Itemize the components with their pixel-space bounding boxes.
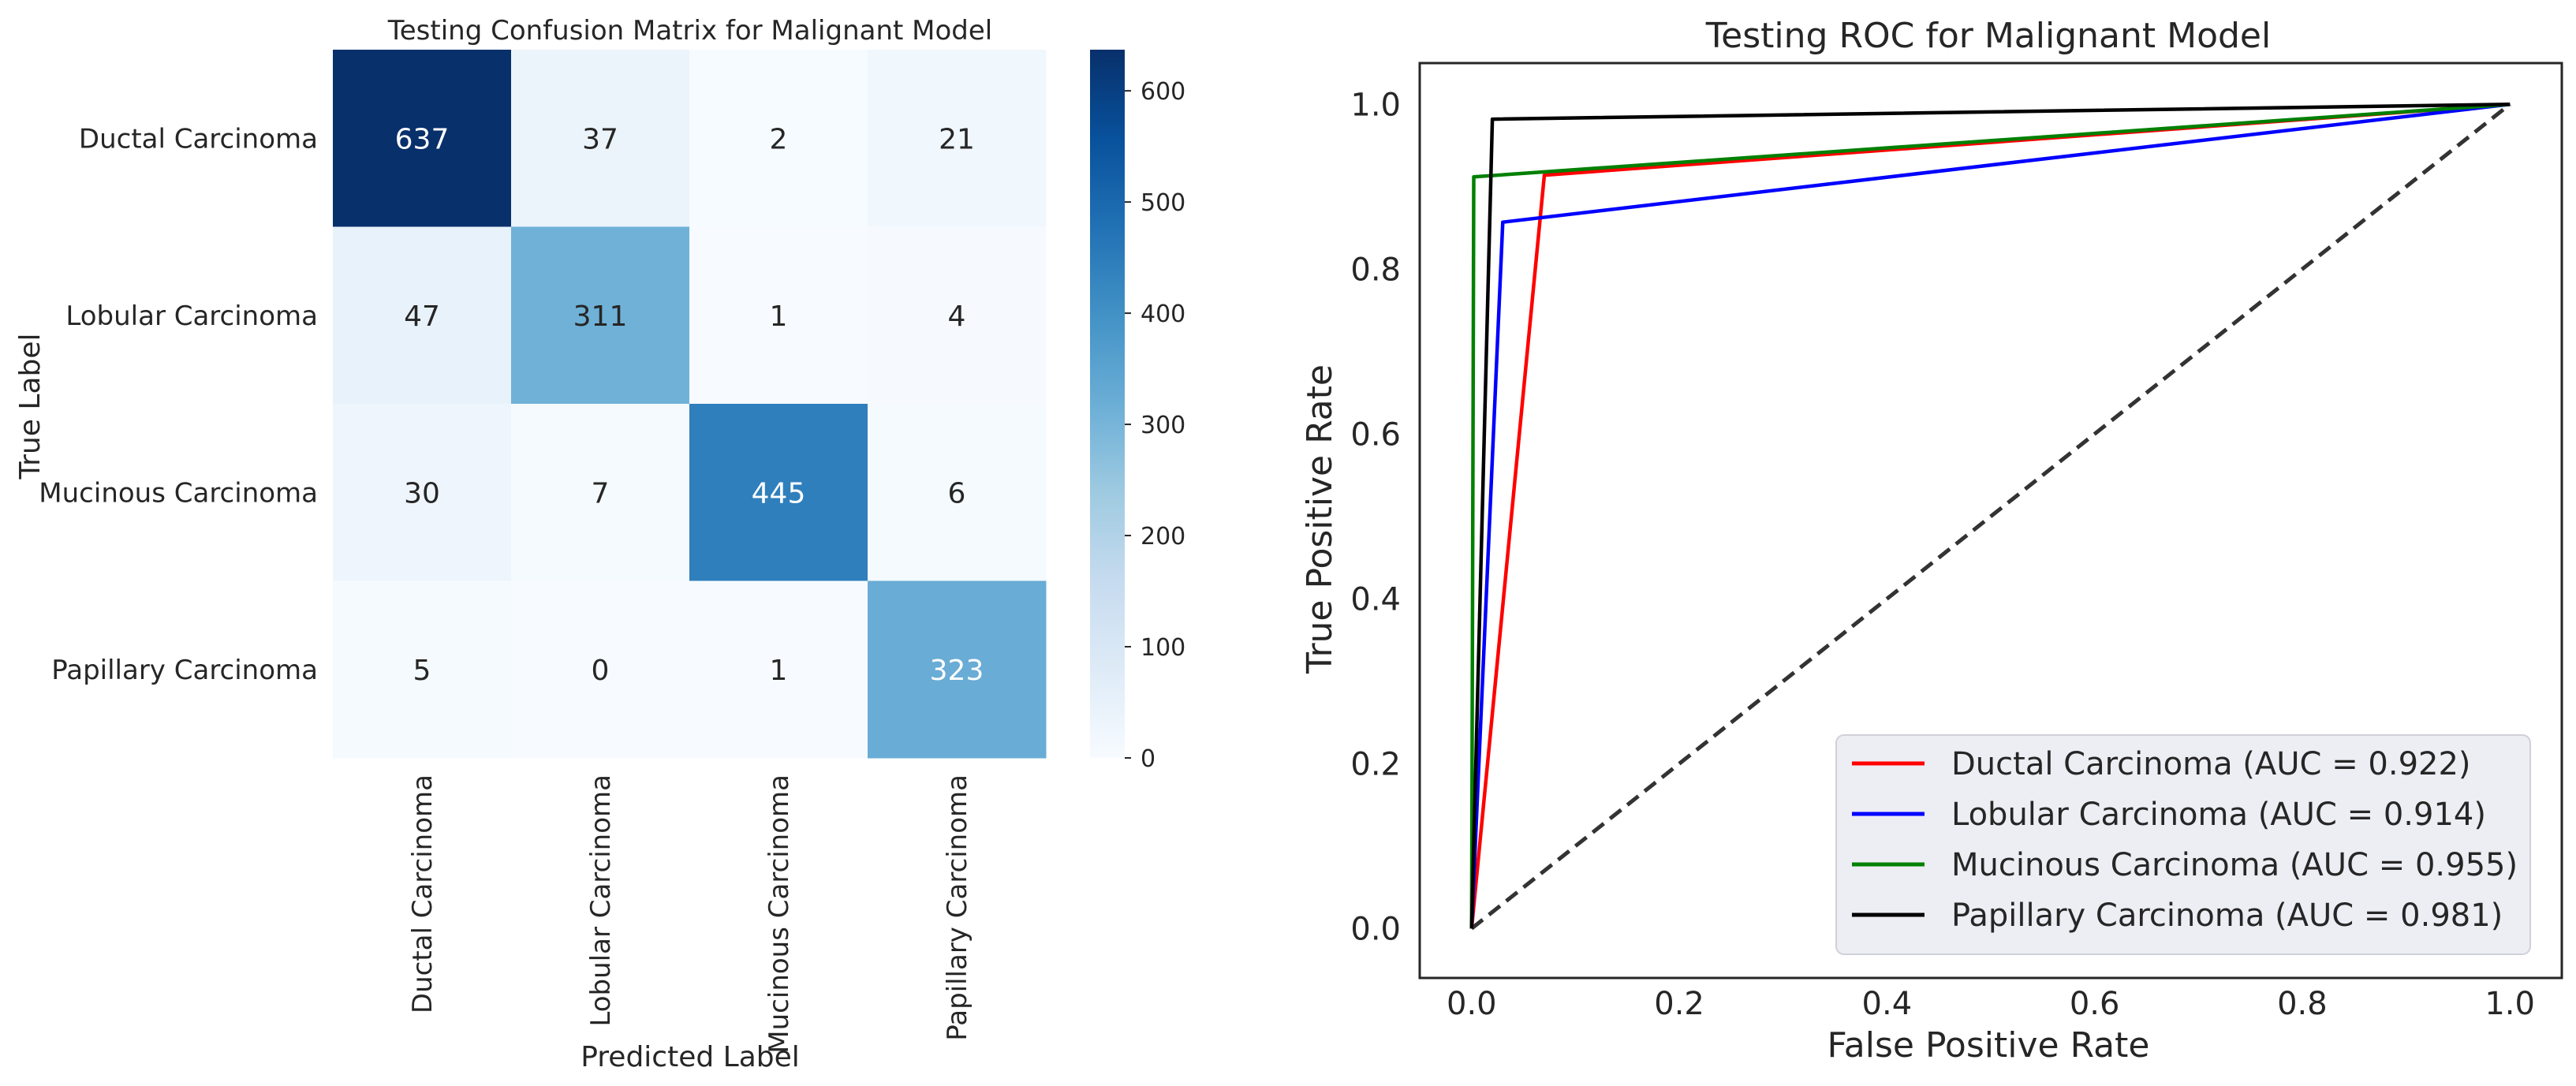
roc-x-tick-3: 0.6 [2070, 986, 2120, 1022]
legend-label-mucinous-carcinoma: Mucinous Carcinoma (AUC = 0.955) [1951, 847, 2518, 883]
roc-line-lobular-carcinoma [1469, 103, 2511, 929]
heatmap-x-axis-label: Predicted Label [581, 1041, 800, 1073]
heatmap-cell-value-3-2: 1 [770, 655, 788, 687]
heatmap-cell-3-0 [333, 580, 512, 759]
colorbar-ticks: 0 100 200 300 400 500 600 [1125, 78, 1185, 773]
heatmap-cell-1-2 [689, 226, 868, 405]
heatmap-column-label-lobular-carcinoma: Lobular Carcinoma [585, 774, 617, 1027]
heatmap-column-label-mucinous-carcinoma: Mucinous Carcinoma [763, 774, 795, 1054]
roc-x-tick-1: 0.2 [1654, 986, 1704, 1022]
colorbar-tick-label-100: 100 [1141, 634, 1185, 662]
roc-legend [1835, 734, 2531, 955]
colorbar-tick-label-600: 600 [1141, 78, 1185, 106]
roc-y-tick-1: 0.2 [1350, 746, 1401, 782]
heatmap-cell-value-3-0: 5 [413, 655, 431, 687]
roc-y-tick-0: 0.0 [1350, 911, 1401, 947]
roc-line-papillary-carcinoma [1469, 103, 2511, 929]
heatmap-cell-value-0-1: 37 [582, 123, 618, 155]
heatmap-cell-2-2 [689, 404, 868, 581]
heatmap-cell-value-2-3: 6 [948, 477, 966, 509]
roc-x-tick-2: 0.4 [1862, 986, 1913, 1022]
heatmap-cell-3-3 [868, 580, 1047, 759]
heatmap-cell-value-2-2: 445 [752, 477, 806, 509]
heatmap-cell-value-2-1: 7 [592, 477, 610, 509]
roc-legend-items: Ductal Carcinoma (AUC = 0.922) Lobular Ca… [1852, 746, 2518, 934]
colorbar-tick-label-500: 500 [1141, 189, 1185, 217]
roc-y-axis-label: True Positive Rate [1300, 364, 1340, 674]
colorbar-tick-label-400: 400 [1141, 300, 1185, 328]
roc-chart: Testing ROC for Malignant Model 0.0 0.2 0.… [1300, 16, 2563, 1065]
heatmap-cell-2-0 [333, 404, 512, 581]
heatmap-column-label-ductal-carcinoma: Ductal Carcinoma [407, 774, 439, 1013]
heatmap-row-label-lobular-carcinoma: Lobular Carcinoma [65, 300, 318, 332]
heatmap-row-labels: Ductal Carcinoma Lobular Carcinoma Mucinou… [39, 123, 318, 686]
roc-x-tick-5: 1.0 [2485, 986, 2535, 1022]
roc-y-tick-3: 0.6 [1350, 416, 1401, 453]
heatmap-cell-3-1 [511, 580, 690, 759]
heatmap-cell-0-2 [689, 50, 868, 227]
legend-label-papillary-carcinoma: Papillary Carcinoma (AUC = 0.981) [1951, 898, 2503, 934]
roc-line-mucinous-carcinoma [1469, 103, 2511, 929]
roc-y-tick-2: 0.4 [1350, 581, 1401, 618]
roc-x-axis-label: False Positive Rate [1827, 1025, 2150, 1065]
heatmap-cells: 637 37 2 21 47 311 1 4 30 7 445 6 5 0 1 323 [333, 50, 1047, 759]
heatmap-cell-0-1 [511, 50, 690, 227]
heatmap-title: Testing Confusion Matrix for Malignant M… [387, 15, 992, 47]
colorbar-tick-label-0: 0 [1141, 745, 1155, 773]
roc-y-tick-4: 0.8 [1350, 252, 1401, 288]
heatmap-row-label-papillary-carcinoma: Papillary Carcinoma [51, 655, 318, 686]
heatmap-cell-value-0-2: 2 [770, 123, 788, 155]
heatmap-cell-value-1-0: 47 [404, 300, 440, 333]
roc-ticks: 0.0 0.2 0.4 0.6 0.8 1.0 0.0 0.2 0.4 0.6 0.8 1.0 [1350, 87, 2535, 1022]
heatmap-column-label-papillary-carcinoma: Papillary Carcinoma [942, 774, 973, 1041]
colorbar [1090, 50, 1125, 758]
heatmap-cell-1-3 [868, 226, 1047, 405]
heatmap-cell-value-2-0: 30 [404, 477, 440, 509]
heatmap-cell-1-1 [511, 226, 690, 405]
heatmap-cell-2-1 [511, 404, 690, 581]
roc-title: Testing ROC for Malignant Model [1705, 16, 2271, 56]
roc-x-tick-4: 0.8 [2277, 986, 2328, 1022]
heatmap-cell-1-0 [333, 226, 512, 405]
roc-y-tick-5: 1.0 [1350, 87, 1401, 123]
heatmap-cell-value-1-2: 1 [770, 300, 788, 333]
heatmap-row-label-mucinous-carcinoma: Mucinous Carcinoma [39, 477, 318, 509]
confusion-matrix-chart: Testing Confusion Matrix for Malignant M… [14, 15, 1185, 1073]
heatmap-cell-value-0-0: 637 [395, 123, 450, 155]
heatmap-cell-3-2 [689, 580, 868, 759]
heatmap-y-axis-label: True Label [14, 333, 47, 480]
heatmap-cell-value-1-1: 311 [573, 300, 628, 333]
heatmap-cell-0-0 [333, 50, 512, 227]
roc-x-tick-0: 0.0 [1447, 986, 1497, 1022]
colorbar-tick-label-300: 300 [1141, 412, 1185, 439]
heatmap-cell-value-3-1: 0 [592, 655, 610, 687]
roc-lines [1469, 103, 2511, 931]
heatmap-cell-value-3-3: 323 [930, 655, 984, 687]
legend-label-ductal-carcinoma: Ductal Carcinoma (AUC = 0.922) [1951, 746, 2471, 782]
roc-chance-line [1470, 103, 2511, 931]
heatmap-column-labels: Ductal Carcinoma Lobular Carcinoma Mucinou… [407, 774, 973, 1054]
colorbar-tick-label-200: 200 [1141, 523, 1185, 550]
heatmap-cell-value-0-3: 21 [939, 123, 975, 155]
heatmap-cell-2-3 [868, 404, 1047, 581]
heatmap-cell-value-1-3: 4 [948, 300, 966, 333]
heatmap-row-label-ductal-carcinoma: Ductal Carcinoma [79, 123, 318, 155]
heatmap-cell-0-3 [868, 50, 1047, 227]
legend-label-lobular-carcinoma: Lobular Carcinoma (AUC = 0.914) [1951, 797, 2486, 833]
